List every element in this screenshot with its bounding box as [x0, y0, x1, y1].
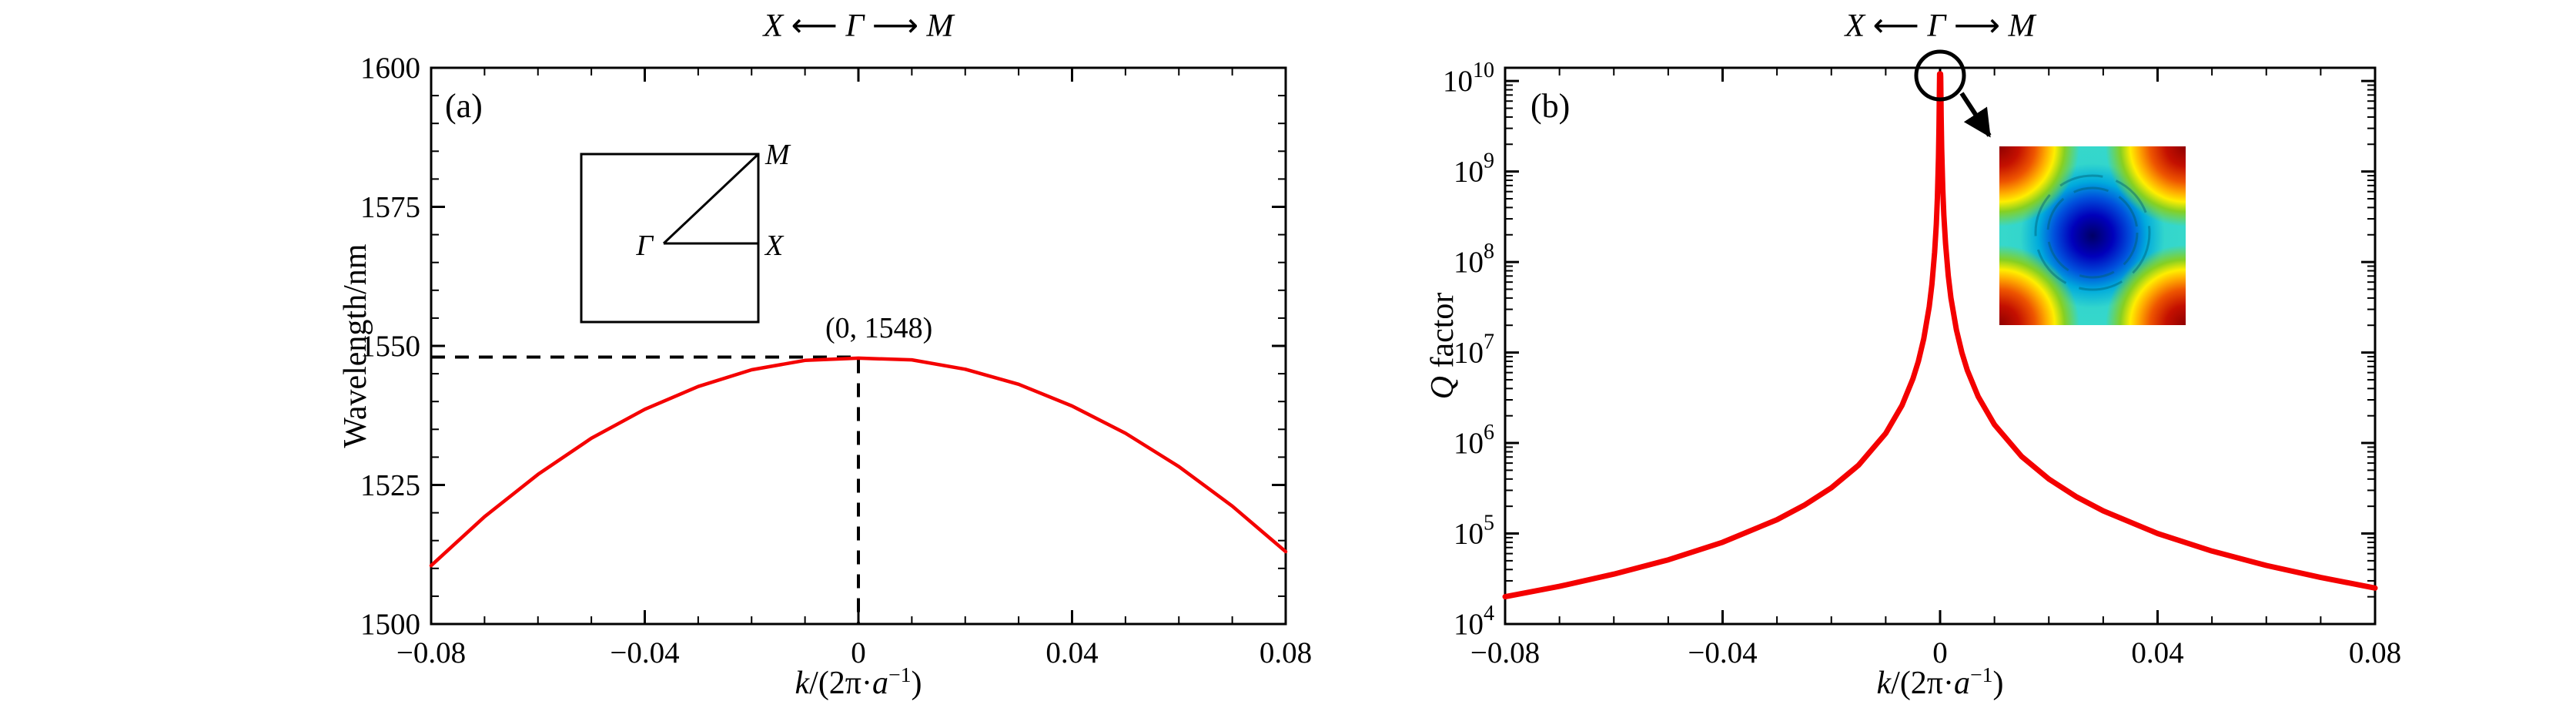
x-tick-label: 0.08 — [1260, 636, 1312, 669]
x-tick-label: −0.08 — [396, 636, 466, 669]
xlabel-k-variable: k — [795, 666, 810, 701]
x-tick-label: 0 — [1932, 636, 1948, 669]
xlabel-exponent: −1 — [888, 663, 912, 686]
y-tick-label: 1500 — [360, 608, 420, 641]
wavelength-band-chart: −0.08 −0.04 0 0.04 0.0815001525155015751600 … — [360, 52, 1312, 669]
panel-b-x-axis-label: k/(2π·a−1) — [1876, 663, 2003, 702]
ylabel-factor-text: factor — [1425, 292, 1460, 377]
x-tick-label: −0.04 — [610, 636, 679, 669]
y-tick-label: 108 — [1454, 240, 1494, 279]
inset-pointer-arrow — [1959, 92, 1992, 138]
bic-peak-annotation — [1914, 49, 1992, 138]
panel-q-factor: −0.08 −0.04 0 0.04 0.08 104 105 106 107 108 109 101… — [1355, 0, 2576, 718]
dashed-guide-lines — [431, 355, 860, 624]
chart-b-layer: −0.08 −0.04 0 0.04 0.08 104 105 106 107 108 109 101… — [1443, 59, 2401, 669]
chart-a-layer: −0.08 −0.04 0 0.04 0.08 1500 1525 1550 1575 1600 — [360, 52, 1312, 669]
xlabel-fraction: /(2π· — [1891, 666, 1955, 701]
xlabel-close-paren: ) — [911, 666, 922, 701]
xlabel-k-variable: k — [1876, 666, 1892, 701]
y-tick-label: 1550 — [360, 330, 420, 363]
y-tick-label: 1525 — [360, 469, 420, 502]
panel-a-y-axis-label: Wavelength/nm — [338, 243, 373, 448]
mode-profile-inset — [1999, 146, 2186, 325]
wavelength-band-curve — [429, 356, 1288, 568]
x-point-label: X — [764, 230, 785, 262]
xlabel-close-paren: ) — [1992, 666, 2004, 701]
brillouin-zone-inset: Γ X M — [580, 139, 791, 324]
inner-ring-slot — [2046, 186, 2139, 279]
xlabel-a-variable: a — [872, 666, 889, 701]
panel-wavelength: −0.08 −0.04 0 0.04 0.08 1500 1525 1550 1575 1600 … — [338, 8, 1312, 702]
q-factor-curve — [1502, 71, 2378, 600]
panel-b-tag: (b) — [1531, 87, 1571, 125]
outer-ring-slot — [2034, 174, 2151, 291]
resonator-ring-overlay — [2034, 174, 2151, 291]
x-tick-label: −0.04 — [1688, 636, 1757, 669]
xlabel-a-variable: a — [1954, 666, 1971, 701]
m-point-label: M — [764, 139, 791, 171]
xlabel-fraction: /(2π· — [809, 666, 873, 701]
x-tick-label: 0.04 — [1045, 636, 1098, 669]
gamma-point-label: Γ — [635, 230, 654, 262]
panel-b-direction-label: X ⟵ Γ ⟶ M — [1845, 8, 2036, 44]
panel-a-x-axis-label: k/(2π·a−1) — [795, 663, 922, 702]
xlabel-exponent: −1 — [1970, 663, 1993, 686]
x-tick-label: 0.04 — [2131, 636, 2183, 669]
y-tick-label: 1600 — [360, 52, 420, 85]
y-tick-label: 1010 — [1443, 59, 1494, 98]
y-tick-label: 105 — [1454, 512, 1494, 551]
panel-a-direction-label: X ⟵ Γ ⟶ M — [763, 8, 954, 44]
y-tick-label: 107 — [1454, 330, 1494, 370]
x-tick-label: −0.08 — [1470, 636, 1540, 669]
brillouin-zone-square — [580, 153, 760, 324]
ylabel-q-variable: Q — [1425, 376, 1460, 400]
y-tick-label: 106 — [1454, 421, 1494, 460]
bic-circle — [1914, 49, 1966, 102]
x-tick-label: 0.08 — [2349, 636, 2401, 669]
peak-coordinate-annotation: (0, 1548) — [825, 312, 933, 344]
y-tick-label: 1575 — [360, 191, 420, 224]
y-tick-label: 109 — [1454, 149, 1494, 189]
panel-a-tag: (a) — [445, 87, 483, 125]
gamma-to-m-path — [662, 153, 760, 245]
q-factor-chart: −0.08 −0.04 0 0.04 0.08 104 105 106 107 108 109 101… — [1443, 49, 2401, 669]
x-tick-label: 0 — [851, 636, 866, 669]
axes-box — [430, 66, 1287, 626]
y-tick-label: 104 — [1454, 602, 1494, 641]
panel-b-y-axis-label: Q factor — [1424, 293, 1461, 400]
